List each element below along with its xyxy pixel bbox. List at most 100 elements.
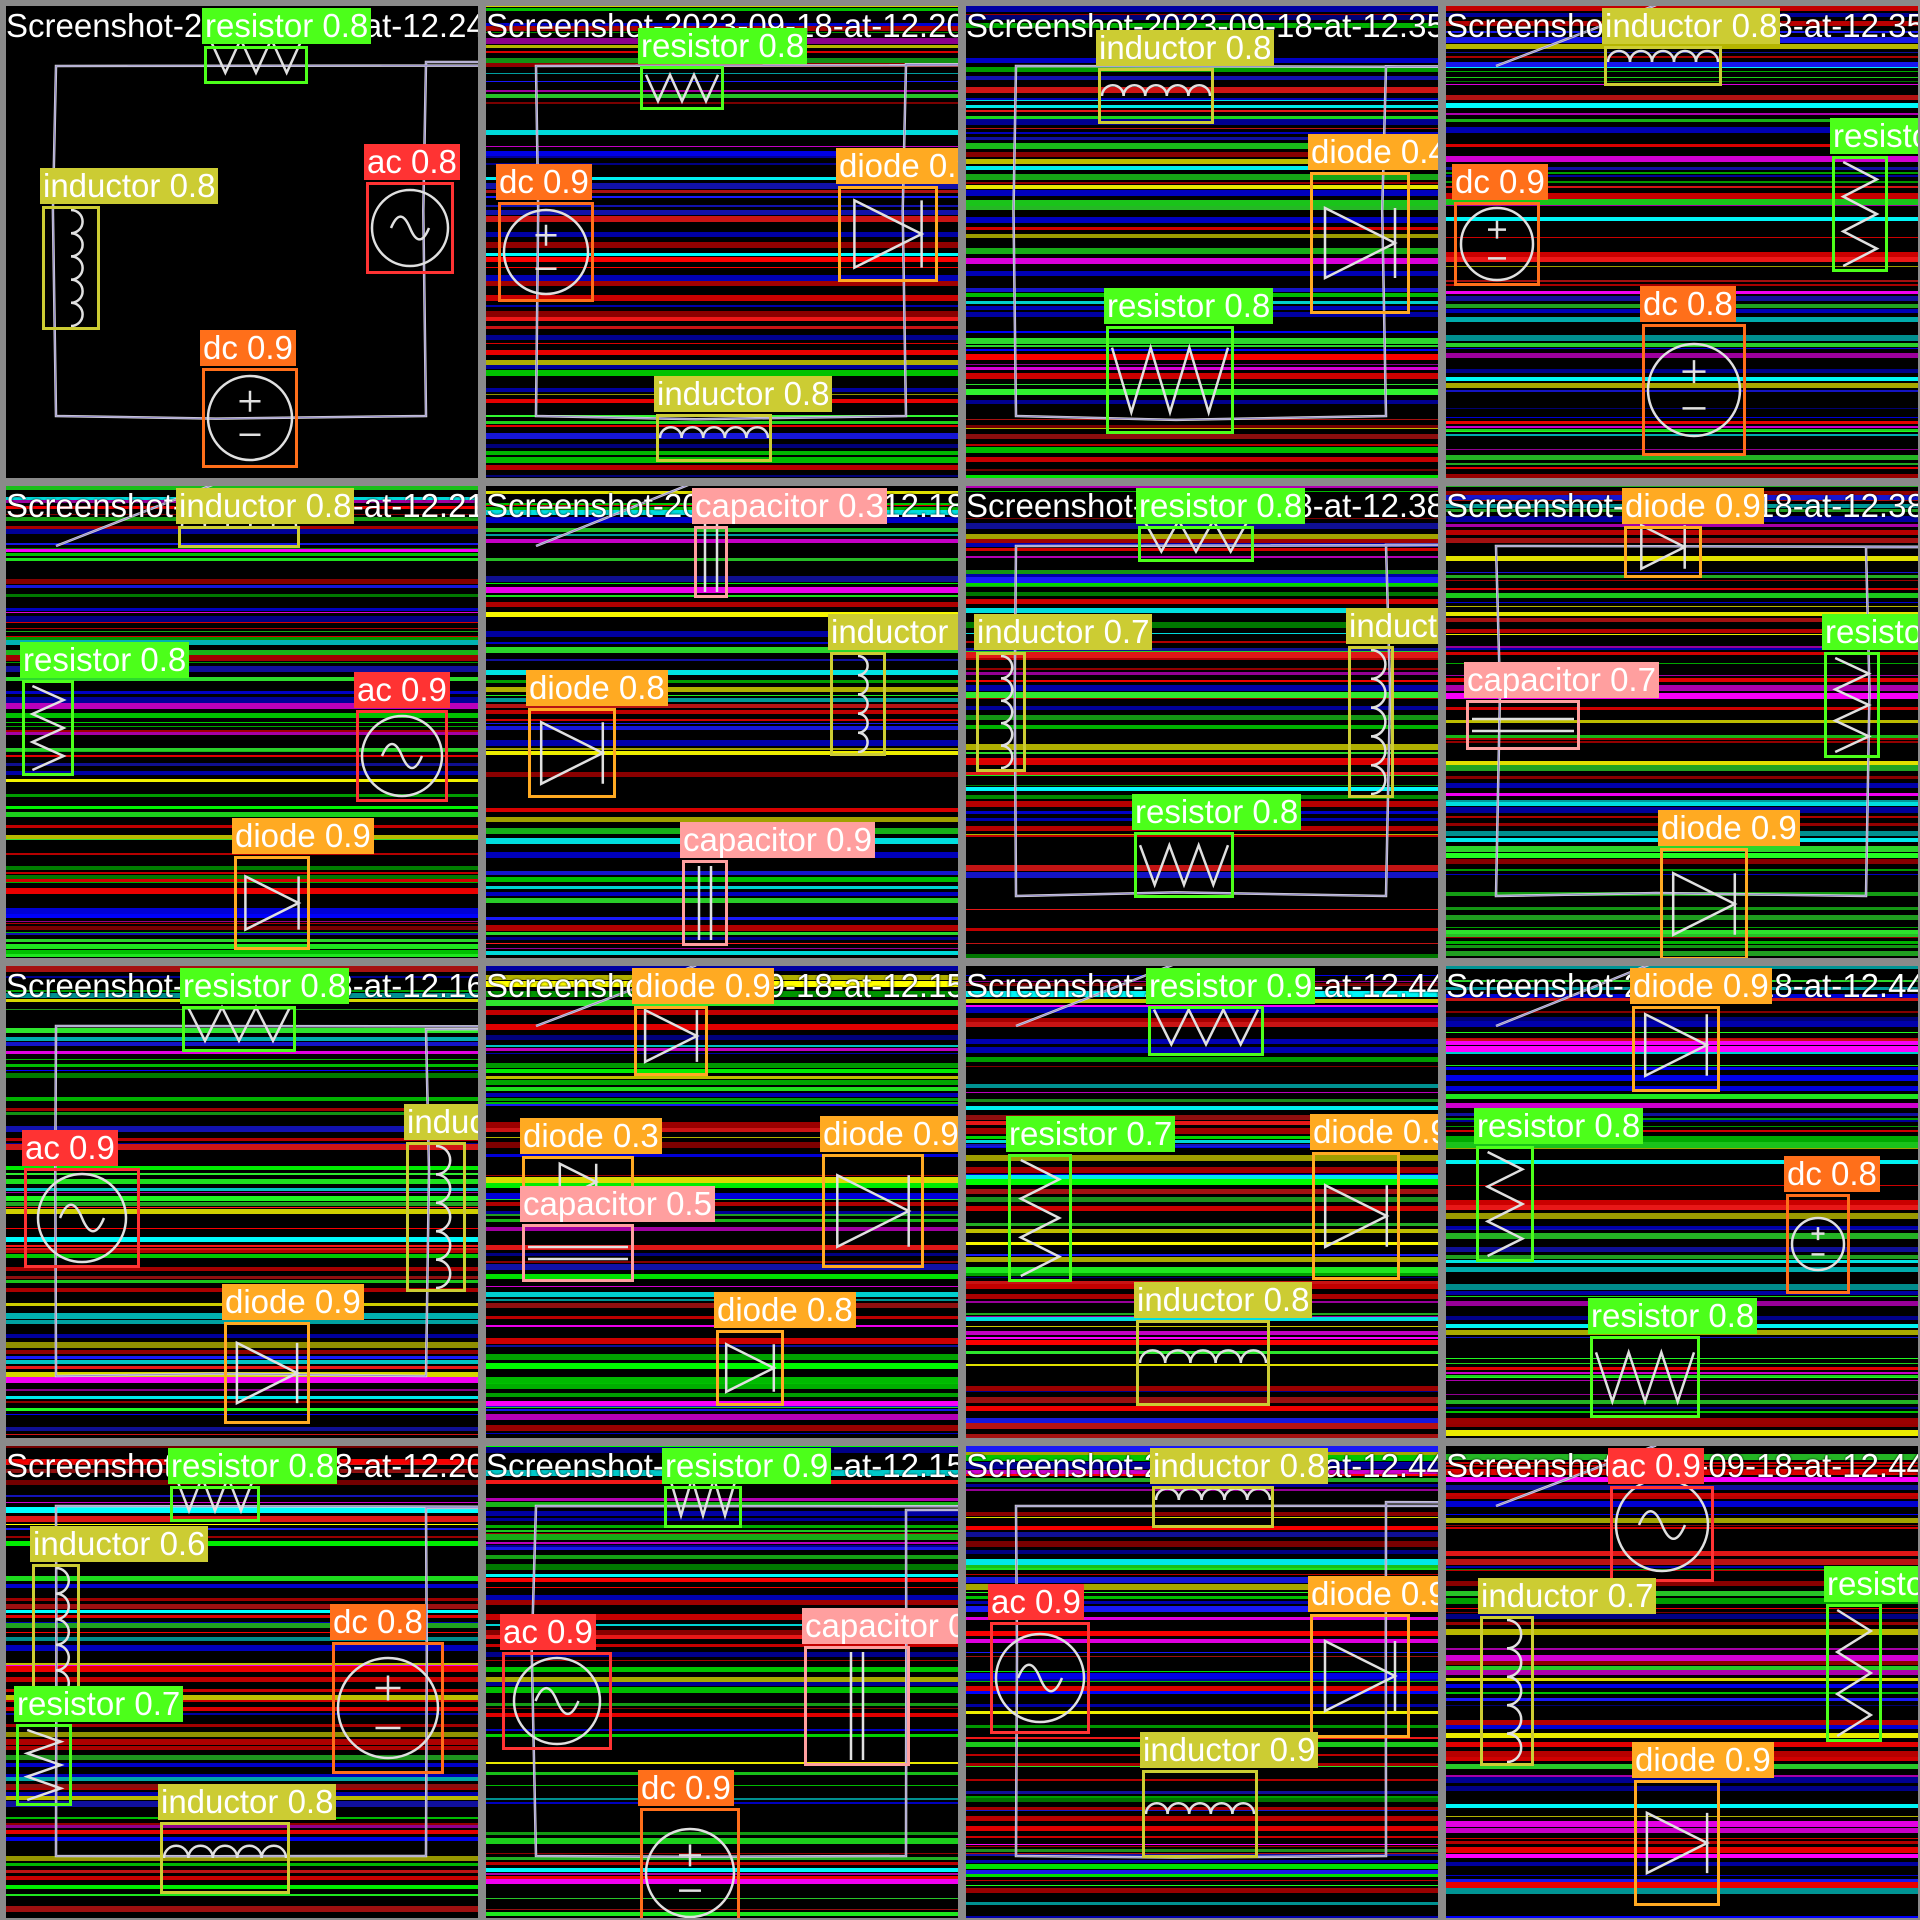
detection-inductor: inductor 0.7 [1346,608,1438,798]
detection-label: dc 0.9 [200,330,296,366]
bounding-box [1312,1152,1400,1280]
detection-diode: diode 0.4 [1308,134,1438,314]
circuit-drawing [966,486,1438,958]
detection-label: dc 0.9 [496,164,592,200]
image-tile: Screenshot-2023-09-18-at-12.15.42.pngdio… [486,966,958,1438]
bounding-box [1310,172,1410,314]
detection-label: resistor 0.8 [1132,794,1302,830]
detection-inductor: inductor 0.8 [1602,8,1781,86]
image-tile: Screenshot-2023-09-18-at-12.18.50.pngcap… [486,486,958,958]
detection-inductor: inductor 0.6 [30,1526,209,1700]
detection-label: diode 0.3 [520,1118,662,1154]
detection-label: resistor 0.8 [1830,118,1918,154]
detection-label: capacitor 0.5 [520,1186,715,1222]
detection-resistor: resistor 0.9 [1146,968,1316,1056]
detection-label: resistor 0.9 [1146,968,1316,1004]
bounding-box [830,652,886,756]
detection-inductor: inductor 0.7 [1478,1578,1657,1766]
image-tile: Screenshot-2023-09-18-at-12.44.01.pngdio… [1446,966,1918,1438]
detection-resistor: resistor 0.8 [1132,794,1302,898]
bounding-box [634,1006,708,1076]
bounding-box [716,1330,784,1406]
bounding-box [1590,1336,1700,1418]
bounding-box [160,1822,290,1894]
bounding-box [1148,1006,1264,1056]
detection-label: diode 0.9 [836,148,958,184]
image-tile: Screenshot-2023-09-18-at-12.20.06.pngres… [486,6,958,478]
detection-inductor: inductor 0.9 [1140,1732,1319,1858]
detection-label: dc 0.9 [638,1770,734,1806]
detection-label: resistor 0.7 [14,1686,184,1722]
bounding-box [202,368,298,468]
detection-dc: dc 0.9 [200,330,298,468]
detection-diode: diode 0.9 [232,818,374,950]
detection-inductor: inductor 0.8 [176,488,355,548]
detection-label: dc 0.8 [1784,1156,1880,1192]
bounding-box [1136,1320,1270,1406]
detection-resistor: resistor 0.9 [662,1448,832,1528]
detection-label: resistor 0.8 [1474,1108,1644,1144]
image-tile: Screenshot-2023-09-18-at-12.24.06.pngres… [6,6,478,478]
bounding-box [1142,1770,1258,1858]
bounding-box [178,526,300,548]
bounding-box [1604,46,1722,86]
detection-capacitor: capacitor 0.9 [680,822,875,946]
image-tile: Screenshot-2023-09-18-at-12.38.00.pngres… [966,486,1438,958]
image-tile: Screenshot-2023-09-18-at-12.38.00.pngdio… [1446,486,1918,958]
bounding-box [170,1486,260,1522]
bounding-box [1632,1006,1720,1092]
detection-label: resistor 0.9 [662,1448,832,1484]
detection-diode: diode 0.8 [526,670,668,798]
bounding-box [1634,1780,1720,1906]
detection-ac: ac 0.9 [354,672,450,802]
detection-diode: diode 0.9 [222,1284,364,1424]
detection-dc: dc 0.8 [1640,286,1746,456]
detection-label: diode 0.9 [1308,1576,1438,1612]
detection-resistor: resistor 0.8 [1822,614,1918,758]
bounding-box [682,860,728,946]
detection-label: inductor 0.7 [1346,608,1438,644]
detection-ac: ac 0.9 [500,1614,612,1750]
detection-label: inductor 0.8 [1602,8,1781,44]
image-tile: Screenshot-2023-09-18-at-12.16.55.pngres… [6,966,478,1438]
bounding-box [694,526,728,598]
detection-label: diode 0.9 [232,818,374,854]
detection-resistor: resistor 0.7 [14,1686,184,1806]
detection-label: diode 0.4 [1308,134,1438,170]
bounding-box [502,1652,612,1750]
image-tile: Screenshot-2023-09-18-at-12.15.09.pngres… [486,1446,958,1918]
detection-label: inductor 0.6 [30,1526,209,1562]
detection-label: diode 0.9 [1630,968,1772,1004]
bounding-box [976,652,1026,772]
bounding-box [838,186,938,282]
bounding-box [1310,1614,1410,1738]
detection-label: capacitor 0.7 [1464,662,1659,698]
bounding-box [498,202,594,302]
bounding-box [234,856,310,950]
detection-resistor: resistor 0.8 [20,642,190,776]
detection-label: inductor 0.8 [404,1104,478,1140]
detection-label: diode 0.9 [1658,810,1800,846]
bounding-box [32,1564,80,1700]
bounding-box [1152,1486,1274,1528]
bounding-box [224,1322,310,1424]
detection-label: inductor 0.8 [1150,1448,1329,1484]
detection-diode: diode 0.9 [1308,1576,1438,1738]
bounding-box [528,708,616,798]
detection-dc: dc 0.8 [330,1604,444,1774]
detection-diode: diode 0.9 [1632,1742,1774,1906]
detection-label: ac 0.9 [500,1614,596,1650]
detection-label: ac 0.8 [364,144,460,180]
detection-label: resistor 0.8 [638,28,808,64]
detection-capacitor: capacitor 0.3 [692,488,887,598]
bounding-box [1642,324,1746,456]
detection-label: dc 0.9 [1452,164,1548,200]
bounding-box [640,66,724,110]
detection-dc: dc 0.8 [1784,1156,1880,1294]
detection-inductor: inductor 0.8 [654,376,833,462]
detection-ac: ac 0.9 [988,1584,1090,1734]
detection-label: dc 0.8 [330,1604,426,1640]
detection-resistor: resistor 0.8 [638,28,808,110]
bounding-box [1480,1616,1534,1766]
bounding-box [640,1808,740,1918]
